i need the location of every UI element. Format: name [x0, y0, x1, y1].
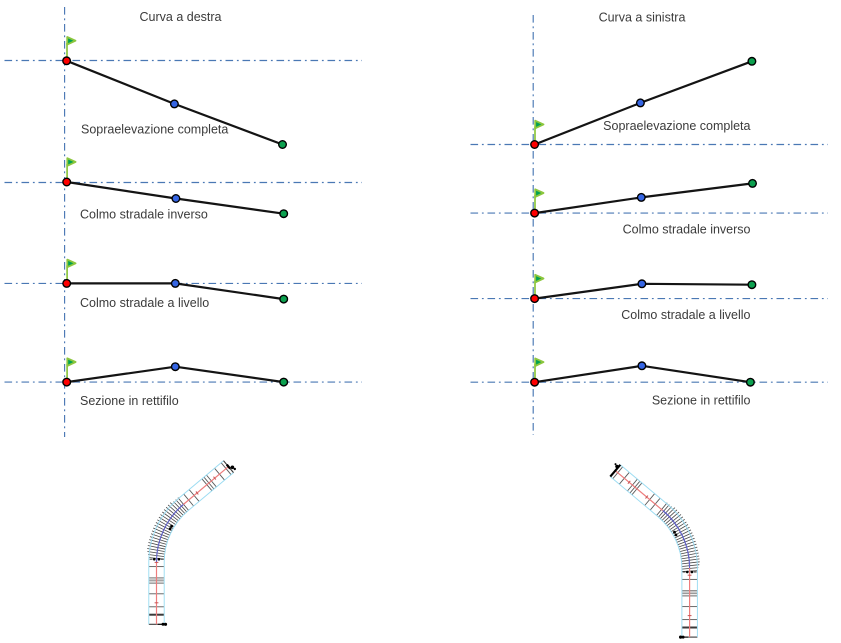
svg-text:Colmo stradale a livello: Colmo stradale a livello [80, 296, 209, 310]
svg-text:Colmo stradale a livello: Colmo stradale a livello [621, 308, 750, 322]
svg-text:Sopraelevazione completa: Sopraelevazione completa [603, 119, 750, 133]
svg-text:Sopraelevazione completa: Sopraelevazione completa [81, 122, 228, 136]
svg-text:Sezione in rettifilo: Sezione in rettifilo [652, 393, 751, 407]
svg-text:Colmo stradale inverso: Colmo stradale inverso [623, 222, 751, 236]
svg-text:Curva a sinistra: Curva a sinistra [599, 10, 686, 24]
svg-text:Colmo stradale inverso: Colmo stradale inverso [80, 207, 208, 221]
svg-text:Curva a destra: Curva a destra [140, 10, 222, 24]
svg-text:Sezione in rettifilo: Sezione in rettifilo [80, 394, 179, 408]
